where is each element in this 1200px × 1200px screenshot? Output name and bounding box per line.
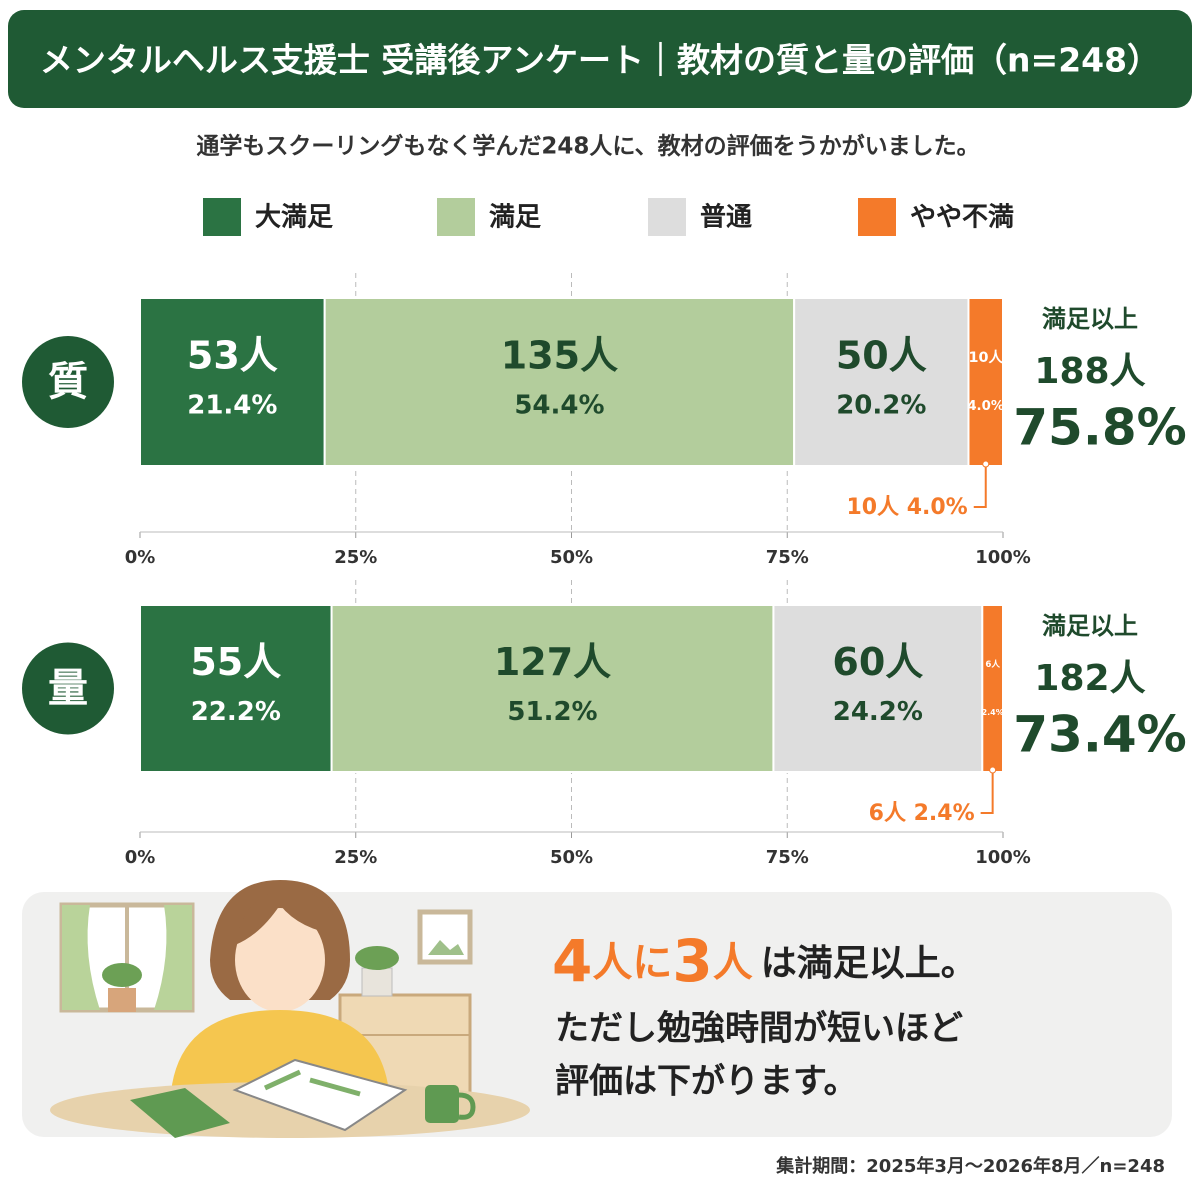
note-highlight: 3 (672, 927, 712, 995)
summary-title: 満足以上 (1042, 612, 1138, 640)
legend-swatch (437, 198, 475, 236)
legend-swatch (858, 198, 896, 236)
note-highlight: 人に (592, 940, 672, 986)
summary-percent: 73.4% (1013, 706, 1186, 764)
x-tick-label: 50% (550, 547, 593, 568)
bar-segment (967, 297, 1004, 467)
value-label: 4.0% (967, 399, 1004, 414)
note-line3: 評価は下がります。 (555, 1062, 858, 1102)
note-line1: 4人に3人 は満足以上。 (552, 927, 977, 995)
legend-label: 普通 (700, 202, 752, 233)
count-label: 53人 (187, 334, 278, 378)
callout-line (973, 464, 987, 508)
bar-segment (793, 297, 970, 467)
summary-count: 188人 (1034, 351, 1145, 392)
value-label: 24.2% (833, 697, 923, 727)
legend-swatch (203, 198, 241, 236)
x-tick-label: 25% (334, 847, 377, 868)
count-label: 135人 (501, 334, 618, 378)
count-label: 55人 (190, 640, 281, 684)
x-tick-label: 25% (334, 547, 377, 568)
callout-dot (982, 460, 990, 468)
summary-count: 182人 (1034, 658, 1145, 699)
category-badge (22, 642, 114, 735)
legend-swatch (648, 198, 686, 236)
note-highlight: 4 (552, 927, 592, 995)
x-tick-label: 0% (125, 847, 156, 868)
x-tick-label: 75% (766, 847, 809, 868)
category-label: 量 (48, 666, 88, 712)
bar-segment (772, 604, 984, 773)
note-line2: ただし勉強時間が短いほど (555, 1009, 963, 1049)
value-label: 20.2% (836, 391, 926, 421)
x-tick-label: 50% (550, 847, 593, 868)
x-tick-label: 0% (125, 547, 156, 568)
summary-title: 満足以上 (1042, 305, 1138, 333)
count-label: 50人 (836, 334, 927, 378)
callout-dot (989, 766, 997, 774)
legend-label: 満足 (489, 203, 541, 233)
value-label: 2.4% (982, 708, 1004, 717)
x-tick-label: 75% (766, 547, 809, 568)
illustration (50, 880, 530, 1138)
callout-label: 10人 4.0% (846, 495, 967, 520)
legend-label: 大満足 (255, 203, 333, 233)
footnote: 集計期間：2025年3月～2026年8月／n=248 (775, 1155, 1165, 1177)
legend-label: やや不満 (910, 203, 1014, 233)
bar-segment (139, 297, 326, 467)
note-highlight: 人 (713, 940, 753, 986)
x-tick-label: 100% (975, 547, 1031, 568)
category-badge (22, 336, 114, 428)
note-text: は満足以上。 (761, 943, 977, 984)
summary-percent: 75.8% (1013, 399, 1186, 457)
bar-segment (139, 604, 333, 773)
subtitle: 通学もスクーリングもなく学んだ248人に、教材の評価をうかがいました。 (196, 133, 979, 160)
count-label: 10人 (969, 349, 1004, 366)
chart-title: メンタルヘルス支援士 受講後アンケート｜教材の質と量の評価（n=248） (40, 41, 1160, 80)
title-bar (8, 10, 1192, 108)
value-label: 51.2% (507, 697, 597, 727)
bar-segment (981, 604, 1005, 773)
value-label: 54.4% (514, 391, 604, 421)
count-label: 60人 (832, 640, 923, 684)
count-label: 127人 (494, 640, 611, 684)
count-label: 6人 (985, 658, 1000, 670)
callout-label: 6人 2.4% (869, 801, 975, 826)
callout-line (980, 770, 994, 814)
value-label: 21.4% (187, 391, 277, 421)
x-tick-label: 100% (975, 847, 1031, 868)
bar-segment (323, 297, 796, 467)
bar-segment (330, 604, 775, 773)
category-label: 質 (48, 359, 88, 405)
value-label: 22.2% (191, 697, 281, 727)
